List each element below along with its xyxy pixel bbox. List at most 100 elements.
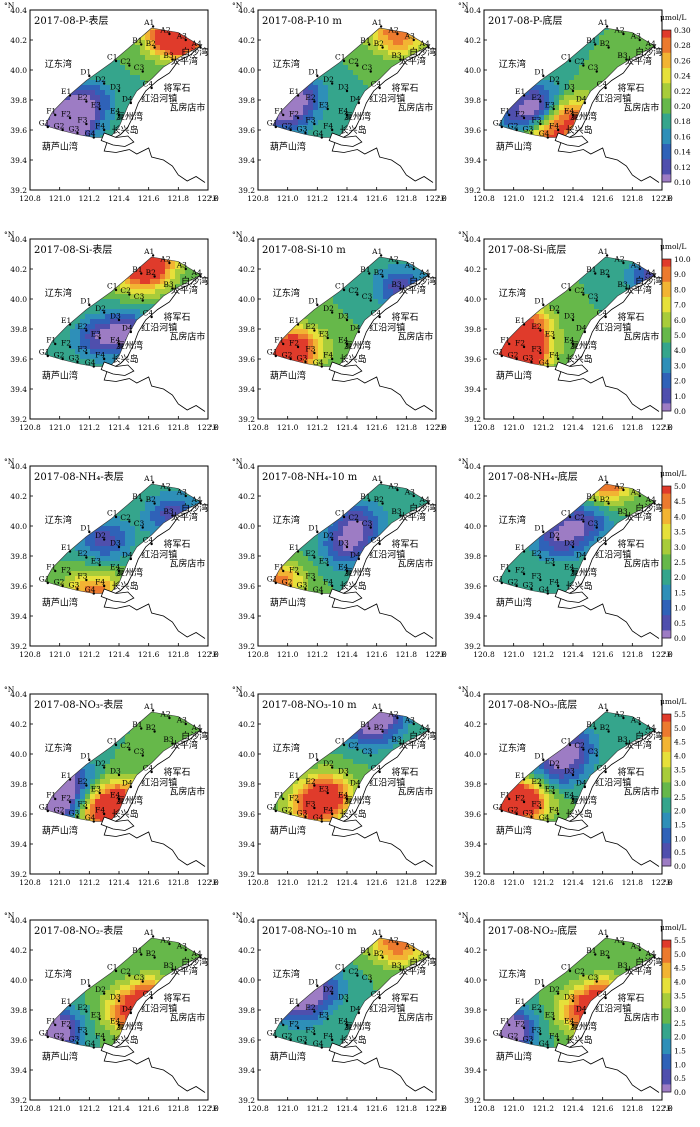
station-marker: [345, 569, 349, 573]
station-label: A3: [630, 716, 641, 725]
station-marker: [282, 797, 285, 801]
station-marker: [515, 584, 518, 588]
colorbar-swatch: [662, 812, 671, 818]
station-label: F3: [305, 572, 315, 581]
station-label: F3: [305, 116, 315, 125]
station-marker: [316, 74, 319, 78]
station-label: F1: [500, 563, 510, 572]
geo-label-taiping: 太平湾: [625, 284, 652, 296]
station-label: D2: [549, 531, 560, 540]
y-tick-label: 40.4: [238, 690, 255, 699]
colorbar-frame: [661, 939, 672, 1093]
station-marker: [396, 716, 399, 720]
geo-label-wafangdian: 瓦房店市: [397, 331, 433, 343]
station-label: E1: [289, 87, 299, 96]
station-marker: [85, 1032, 88, 1036]
geo-label-hongyanhe: 红沿河镇: [141, 322, 177, 334]
colorbar-swatch: [662, 843, 671, 848]
station-marker: [296, 1004, 300, 1007]
station-marker: [68, 550, 72, 553]
station-marker: [546, 136, 549, 139]
station-label: F4: [323, 578, 333, 587]
station-label: A4: [645, 39, 656, 48]
station-label: C3: [134, 63, 145, 72]
geo-label-hongyanhe: 红沿河镇: [369, 322, 405, 334]
station-marker: [568, 515, 572, 519]
station-marker: [381, 502, 384, 505]
station-label: D1: [80, 524, 91, 533]
station-label: C3: [134, 519, 145, 528]
station-marker: [594, 272, 597, 275]
station-marker: [368, 953, 371, 956]
geo-label-huludaoshanwan: 葫芦山湾: [270, 597, 306, 609]
geo-label-liaodongwan: 辽东湾: [273, 742, 300, 754]
station-label: C3: [362, 747, 373, 756]
station-marker: [68, 94, 72, 97]
station-marker: [102, 1038, 106, 1042]
station-label: B2: [600, 39, 611, 48]
colorbar-swatch: [662, 847, 671, 852]
geo-label-jiangjunshi: 将军石: [392, 993, 419, 1004]
station-label: B1: [360, 720, 370, 729]
geo-label-jiangjunshi: 将军石: [618, 312, 645, 323]
x-tick-label: 121.8: [168, 423, 190, 432]
station-label: F2: [61, 566, 71, 575]
colorbar-swatch: [662, 584, 671, 590]
station-marker: [539, 578, 542, 582]
station-label: B3: [163, 961, 174, 970]
station-marker: [330, 128, 334, 132]
station-marker: [556, 992, 560, 995]
colorbar-tick-label: 5.0: [674, 724, 686, 733]
colorbar-swatch: [662, 546, 671, 552]
station-label: E1: [515, 997, 525, 1006]
station-label: E1: [61, 316, 71, 325]
station-marker: [522, 1026, 526, 1030]
x-tick-label: 121.0: [49, 650, 71, 659]
y-tick-label: 39.8: [238, 1006, 255, 1015]
station-marker: [427, 956, 430, 959]
station-marker: [556, 311, 560, 314]
geo-label-wafangdian: 瓦房店市: [397, 786, 433, 798]
station-marker: [141, 299, 144, 302]
colorbar-swatch: [662, 323, 671, 328]
station-marker: [345, 89, 349, 93]
x-tick-label: 121.4: [562, 423, 584, 432]
station-marker: [313, 806, 316, 810]
y-tick-label: 39.8: [10, 325, 27, 334]
station-marker: [542, 984, 545, 988]
station-label: G3: [68, 809, 79, 818]
station-marker: [625, 58, 628, 61]
x-tick-label: 121.6: [366, 423, 388, 432]
station-label: A1: [143, 247, 154, 256]
geo-label-wafangdian: 瓦房店市: [397, 1012, 433, 1024]
geo-label-hongyanhe: 红沿河镇: [141, 93, 177, 105]
colorbar-swatch: [662, 611, 671, 616]
lat-unit-label: °N: [4, 911, 15, 920]
station-label: D3: [564, 83, 575, 92]
colorbar-swatch: [662, 626, 671, 631]
station-marker: [571, 342, 575, 346]
station-marker: [356, 974, 359, 977]
colorbar-swatch: [662, 1031, 671, 1036]
geo-label-jiangjunshi: 将军石: [392, 767, 419, 778]
station-marker: [92, 1046, 95, 1049]
colorbar-tick-label: 0.14: [674, 148, 691, 157]
colorbar-swatch: [662, 68, 671, 73]
station-label: G2: [282, 806, 293, 815]
station-label: B1: [586, 36, 596, 45]
station-label: E2: [305, 549, 315, 558]
colorbar-swatch: [662, 388, 671, 393]
station-label: B2: [146, 949, 157, 958]
x-tick-label: 120.8: [247, 1104, 269, 1113]
colorbar-swatch: [662, 380, 671, 385]
station-marker: [330, 82, 334, 85]
station-label: E1: [289, 543, 299, 552]
station-marker: [345, 545, 349, 549]
station-marker: [102, 82, 106, 85]
station-marker: [515, 1038, 518, 1042]
panel-title: 2017-08-NH₄-底层: [488, 470, 578, 483]
station-label: A2: [159, 936, 170, 945]
station-marker: [508, 797, 511, 801]
